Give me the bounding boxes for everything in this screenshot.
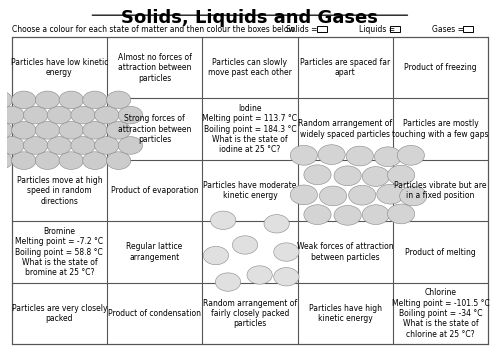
Circle shape xyxy=(59,121,84,139)
Circle shape xyxy=(0,121,12,139)
Circle shape xyxy=(397,145,424,165)
Text: Particles vibrate but are
in a fixed position: Particles vibrate but are in a fixed pos… xyxy=(394,181,486,200)
Text: Particles are very closely
packed: Particles are very closely packed xyxy=(12,304,107,323)
Circle shape xyxy=(374,147,402,167)
Text: Weak forces of attraction
between particles: Weak forces of attraction between partic… xyxy=(297,243,394,262)
Text: Gases =: Gases = xyxy=(432,25,464,34)
Circle shape xyxy=(290,185,318,205)
Text: Particles are mostly
touching with a few gaps: Particles are mostly touching with a few… xyxy=(392,120,488,139)
Text: Solids, Liquids and Gases: Solids, Liquids and Gases xyxy=(122,9,378,27)
Circle shape xyxy=(232,236,258,254)
Text: Product of condensation: Product of condensation xyxy=(108,309,201,318)
Bar xyxy=(463,26,472,32)
Text: Product of evaporation: Product of evaporation xyxy=(111,186,198,195)
Circle shape xyxy=(36,121,60,139)
Text: Liquids =: Liquids = xyxy=(360,25,396,34)
Circle shape xyxy=(274,268,299,286)
Text: Particles can slowly
move past each other: Particles can slowly move past each othe… xyxy=(208,58,292,77)
Circle shape xyxy=(400,186,427,206)
Circle shape xyxy=(106,91,130,109)
Circle shape xyxy=(388,165,414,185)
Text: Choose a colour for each state of matter and then colour the boxes below.: Choose a colour for each state of matter… xyxy=(12,25,296,34)
Circle shape xyxy=(94,137,119,154)
Circle shape xyxy=(210,211,236,229)
Circle shape xyxy=(274,243,299,261)
Circle shape xyxy=(94,106,119,124)
Circle shape xyxy=(0,152,12,169)
Circle shape xyxy=(82,152,107,169)
Bar xyxy=(317,26,326,32)
Circle shape xyxy=(304,205,331,225)
Circle shape xyxy=(106,152,130,169)
Circle shape xyxy=(320,186,346,206)
Text: Particles move at high
speed in random
directions: Particles move at high speed in random d… xyxy=(16,176,102,205)
Text: Particles have high
kinetic energy: Particles have high kinetic energy xyxy=(308,304,382,323)
Circle shape xyxy=(377,184,404,204)
Circle shape xyxy=(24,106,48,124)
Bar xyxy=(390,26,400,32)
Circle shape xyxy=(290,145,318,165)
Circle shape xyxy=(0,106,24,124)
Circle shape xyxy=(362,167,390,186)
Text: Strong forces of
attraction between
particles: Strong forces of attraction between part… xyxy=(118,114,192,144)
Circle shape xyxy=(346,146,374,166)
Text: Almost no forces of
attraction between
particles: Almost no forces of attraction between p… xyxy=(118,53,192,83)
Circle shape xyxy=(264,215,289,233)
Circle shape xyxy=(59,152,84,169)
Circle shape xyxy=(82,91,107,109)
Circle shape xyxy=(247,266,272,284)
Circle shape xyxy=(36,91,60,109)
Circle shape xyxy=(348,185,376,205)
Circle shape xyxy=(0,137,24,154)
Text: Random arrangement of
widely spaced particles: Random arrangement of widely spaced part… xyxy=(298,120,392,139)
Circle shape xyxy=(118,137,142,154)
Text: Chlorine
Melting point = -101.5 °C
Boiling point = -34 °C
What is the state of
c: Chlorine Melting point = -101.5 °C Boili… xyxy=(392,288,490,339)
Circle shape xyxy=(36,152,60,169)
Text: Particles have low kinetic
energy: Particles have low kinetic energy xyxy=(10,58,108,77)
Text: Product of melting: Product of melting xyxy=(405,247,476,257)
Text: Random arrangement of
fairly closely packed
particles: Random arrangement of fairly closely pac… xyxy=(203,299,297,328)
Bar xyxy=(12,37,488,344)
Circle shape xyxy=(47,106,72,124)
Circle shape xyxy=(12,121,36,139)
Circle shape xyxy=(334,205,361,225)
Circle shape xyxy=(71,106,95,124)
Text: Particles are spaced far
apart: Particles are spaced far apart xyxy=(300,58,390,77)
Circle shape xyxy=(362,205,390,225)
Circle shape xyxy=(118,106,142,124)
Text: Regular lattice
arrangement: Regular lattice arrangement xyxy=(126,243,182,262)
Text: Product of freezing: Product of freezing xyxy=(404,63,477,72)
Circle shape xyxy=(71,137,95,154)
Circle shape xyxy=(12,91,36,109)
Circle shape xyxy=(106,121,130,139)
Circle shape xyxy=(82,121,107,139)
Text: Particles have moderate
kinetic energy: Particles have moderate kinetic energy xyxy=(203,181,296,200)
Circle shape xyxy=(12,152,36,169)
Circle shape xyxy=(203,246,228,265)
Circle shape xyxy=(304,165,331,185)
Circle shape xyxy=(0,91,12,109)
Circle shape xyxy=(388,204,414,224)
Circle shape xyxy=(334,166,361,186)
Circle shape xyxy=(216,273,240,291)
Circle shape xyxy=(318,145,345,164)
Circle shape xyxy=(59,91,84,109)
Text: Solids =: Solids = xyxy=(286,25,318,34)
Circle shape xyxy=(24,137,48,154)
Text: Iodine
Melting point = 113.7 °C
Boiling point = 184.3 °C
What is the state of
io: Iodine Melting point = 113.7 °C Boiling … xyxy=(202,104,298,155)
Text: Bromine
Melting point = -7.2 °C
Boiling point = 58.8 °C
What is the state of
bro: Bromine Melting point = -7.2 °C Boiling … xyxy=(16,227,104,277)
Circle shape xyxy=(47,137,72,154)
